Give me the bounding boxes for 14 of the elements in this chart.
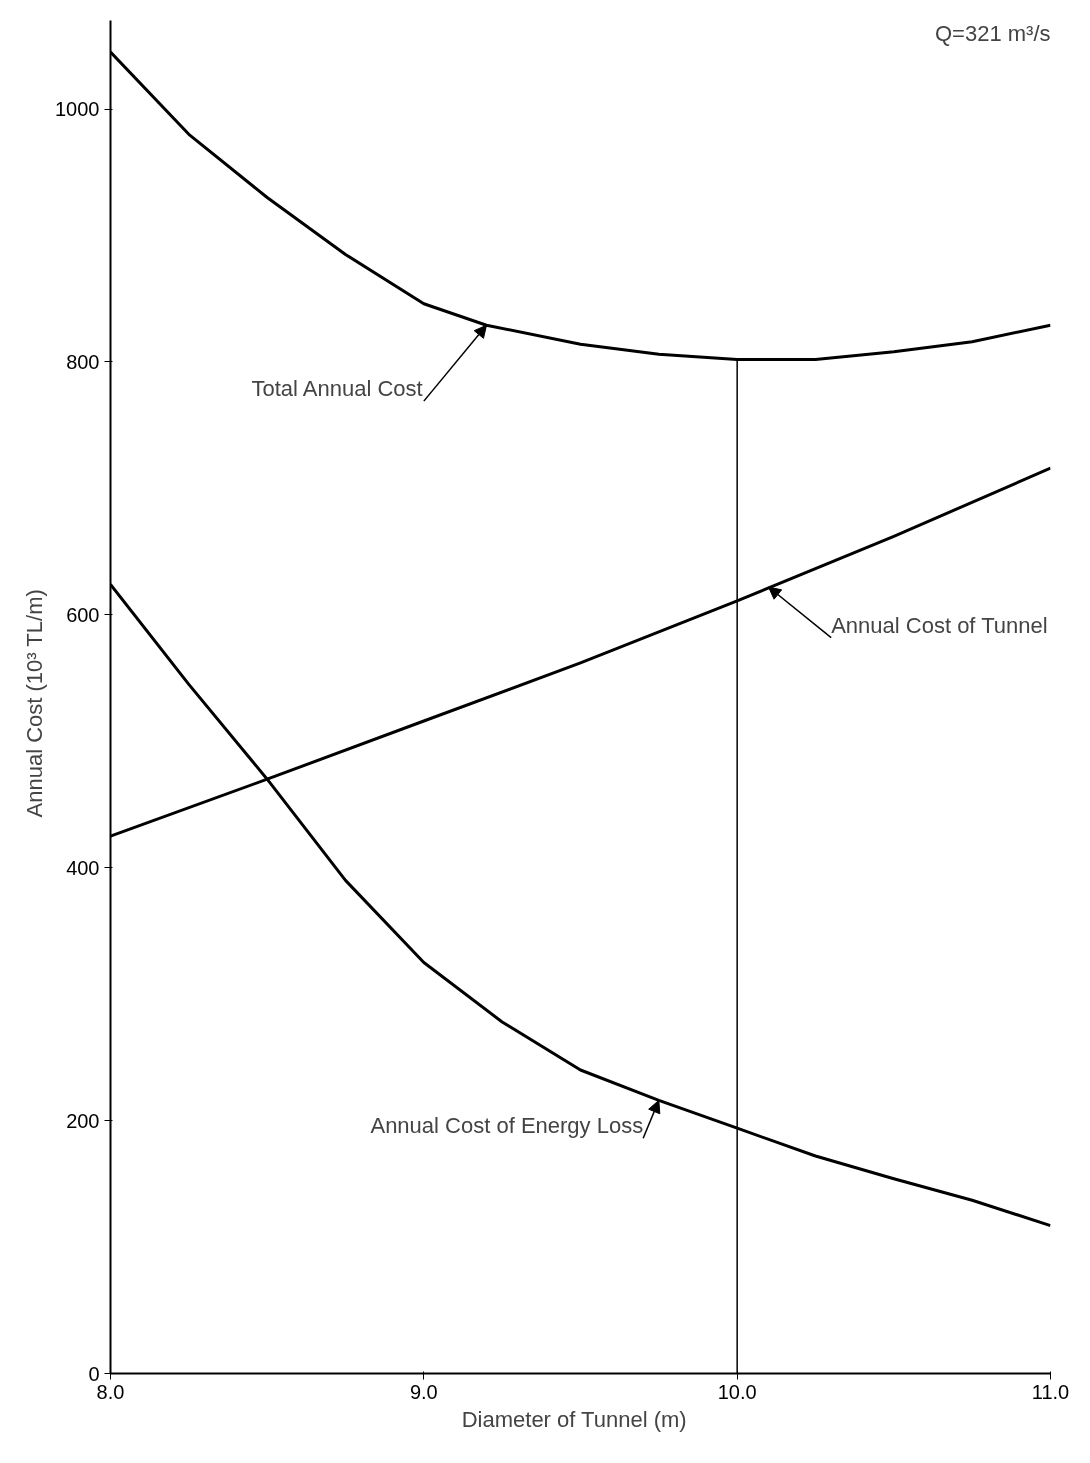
- x-tick-label: 9.0: [409, 1380, 438, 1403]
- annotation: Total Annual Cost: [251, 376, 423, 402]
- x-tick-label: 10.0: [717, 1380, 757, 1403]
- y-tick-label: 200: [66, 1109, 100, 1132]
- y-tick-label: 600: [66, 603, 100, 626]
- annotation: Annual Cost of Energy Loss: [370, 1113, 644, 1139]
- y-tick-label: 800: [66, 350, 100, 373]
- y-tick-label: 400: [66, 856, 100, 879]
- x-axis-title: Diameter of Tunnel (m): [461, 1406, 687, 1432]
- x-tick-label: 11.0: [1031, 1380, 1070, 1403]
- annotation: Annual Cost of Tunnel: [831, 612, 1048, 638]
- y-tick-label: 1000: [55, 98, 100, 121]
- y-axis-title: Annual Cost (10³ TL/m): [22, 589, 48, 818]
- annotation: Q=321 m³/s: [934, 20, 1051, 46]
